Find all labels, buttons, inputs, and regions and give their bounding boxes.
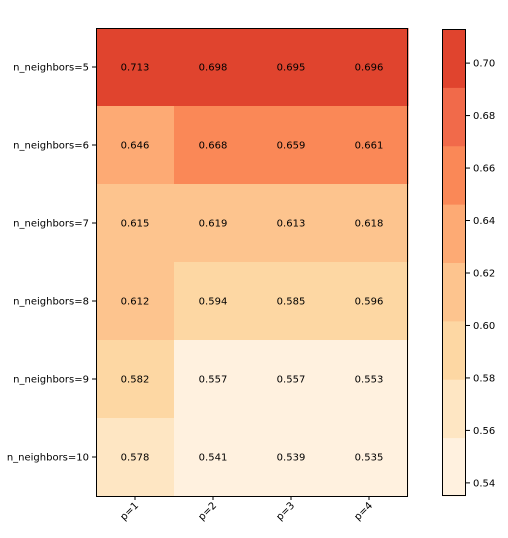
colorbar-band — [442, 145, 466, 205]
heatmap-cell — [96, 262, 175, 341]
heatmap-frame — [96, 28, 408, 497]
heatmap-cell — [252, 418, 331, 497]
colorbar-band — [442, 29, 466, 88]
heatmap-cell — [252, 28, 331, 107]
x-tick-label: p=1 — [118, 500, 141, 523]
cell-value-label: 0.698 — [199, 63, 228, 74]
cell-value-label: 0.535 — [355, 453, 384, 464]
heatmap-cell — [174, 184, 253, 263]
colorbar-band — [442, 379, 466, 439]
colorbar-band — [442, 437, 466, 497]
cell-value-label: 0.696 — [355, 63, 384, 74]
colorbar-frame — [442, 29, 466, 496]
colorbar: 0.54 0.56 0.58 0.60 0.62 0.64 0.66 0.68 0.70 — [442, 29, 495, 497]
heatmap-cell — [96, 28, 175, 107]
heatmap-cell — [330, 184, 409, 263]
heatmap-cell — [252, 262, 331, 341]
cell-value-label: 0.619 — [199, 219, 228, 230]
heatmap-cell — [174, 262, 253, 341]
heatmap-cell — [330, 106, 409, 185]
colorbar-band — [442, 320, 466, 380]
cell-value-label: 0.668 — [199, 141, 228, 152]
cell-value-label: 0.557 — [277, 375, 306, 386]
cell-value-label: 0.695 — [277, 63, 306, 74]
cell-value-label: 0.578 — [121, 453, 150, 464]
cell-value-label: 0.582 — [121, 375, 150, 386]
heatmap-cell — [96, 184, 175, 263]
colorbar-tick-label: 0.56 — [473, 426, 495, 437]
heatmap-cell — [252, 184, 331, 263]
cell-value-label: 0.659 — [277, 141, 306, 152]
cell-value-label: 0.557 — [199, 375, 228, 386]
y-tick-label: n_neighbors=7 — [13, 219, 89, 230]
heatmap-cell — [96, 340, 175, 419]
x-tick-label: p=3 — [274, 500, 297, 523]
heatmap-cells — [96, 28, 409, 497]
y-axis-ticks: n_neighbors=5 n_neighbors=6 n_neighbors=7n… — [7, 63, 96, 464]
cell-value-label: 0.646 — [121, 141, 150, 152]
cell-value-label: 0.612 — [121, 297, 150, 308]
y-tick-label: n_neighbors=6 — [13, 141, 89, 152]
y-tick-label: n_neighbors=9 — [13, 375, 89, 386]
heatmap-cell — [330, 262, 409, 341]
heatmap-cell — [252, 340, 331, 419]
colorbar-band — [442, 262, 466, 322]
heatmap-cell — [96, 418, 175, 497]
heatmap-cell — [174, 28, 253, 107]
colorbar-tick-label: 0.68 — [473, 111, 495, 122]
cell-value-label: 0.613 — [277, 219, 306, 230]
cell-value-label: 0.594 — [199, 297, 228, 308]
colorbar-band — [442, 204, 466, 263]
x-tick-label: p=4 — [352, 500, 375, 523]
colorbar-tick-label: 0.64 — [473, 216, 495, 227]
heatmap-cell — [330, 340, 409, 419]
colorbar-band — [442, 87, 466, 147]
heatmap-cell — [96, 106, 175, 185]
colorbar-tick-label: 0.66 — [473, 164, 495, 175]
y-tick-label: n_neighbors=10 — [7, 453, 89, 464]
cell-value-label: 0.539 — [277, 453, 306, 464]
cell-value-labels: 0.713 0.698 0.695 0.696 0.646 0.668 0.659 0.661… — [121, 63, 384, 464]
cell-value-label: 0.585 — [277, 297, 306, 308]
heatmap-cell — [174, 340, 253, 419]
colorbar-tick-label: 0.70 — [473, 59, 495, 70]
colorbar-tick-label: 0.54 — [473, 478, 495, 489]
cell-value-label: 0.618 — [355, 219, 384, 230]
heatmap-cell — [330, 418, 409, 497]
heatmap-cell — [330, 28, 409, 107]
x-axis-ticks: p=1 p=2 p=3 p=4 — [118, 496, 375, 523]
x-tick-label: p=2 — [196, 500, 219, 523]
cell-value-label: 0.615 — [121, 219, 150, 230]
heatmap-cell — [174, 418, 253, 497]
colorbar-tick-label: 0.58 — [473, 373, 495, 384]
cell-value-label: 0.541 — [199, 453, 228, 464]
cell-value-label: 0.553 — [355, 375, 384, 386]
heatmap-cell — [252, 106, 331, 185]
heatmap-cell — [174, 106, 253, 185]
y-tick-label: n_neighbors=5 — [13, 63, 89, 74]
colorbar-tick-label: 0.62 — [473, 268, 495, 279]
cell-value-label: 0.596 — [355, 297, 384, 308]
cell-value-label: 0.661 — [355, 141, 384, 152]
colorbar-tick-label: 0.60 — [473, 321, 495, 332]
y-tick-label: n_neighbors=8 — [13, 297, 89, 308]
cell-value-label: 0.713 — [121, 63, 150, 74]
